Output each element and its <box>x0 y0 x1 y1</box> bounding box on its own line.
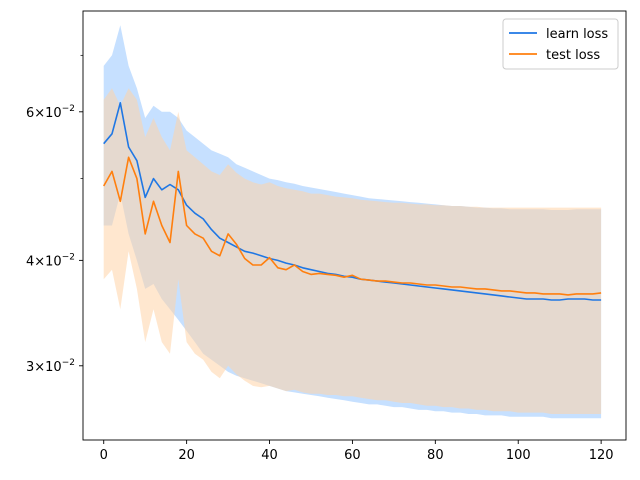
line-learn-loss <box>103 102 602 301</box>
x-tick-label: 20 <box>178 448 195 463</box>
x-tick-label: 100 <box>506 448 531 463</box>
y-tick-label: 6×10−2 <box>26 104 75 121</box>
x-tick-label: 80 <box>427 448 444 463</box>
legend-label: learn loss <box>546 27 608 42</box>
x-tick-label: 40 <box>261 448 278 463</box>
legend-box <box>502 18 619 70</box>
plot-frame <box>82 10 627 441</box>
legend-label: test loss <box>546 48 600 63</box>
x-tick-label: 120 <box>589 448 614 463</box>
x-tick-label: 60 <box>344 448 361 463</box>
y-tick-label: 3×10−2 <box>26 358 75 375</box>
y-tick-label: 4×10−2 <box>26 252 75 269</box>
series-lines <box>103 102 602 301</box>
band-test-loss <box>103 88 602 414</box>
line-test-loss <box>103 156 602 296</box>
confidence-bands <box>103 25 602 419</box>
axes: 0 20 40 60 80 100 120 3×10−2 4×10−2 6×10−2 <box>26 10 627 463</box>
legend: learn loss test loss <box>502 18 619 70</box>
x-tick-label: 0 <box>100 448 108 463</box>
